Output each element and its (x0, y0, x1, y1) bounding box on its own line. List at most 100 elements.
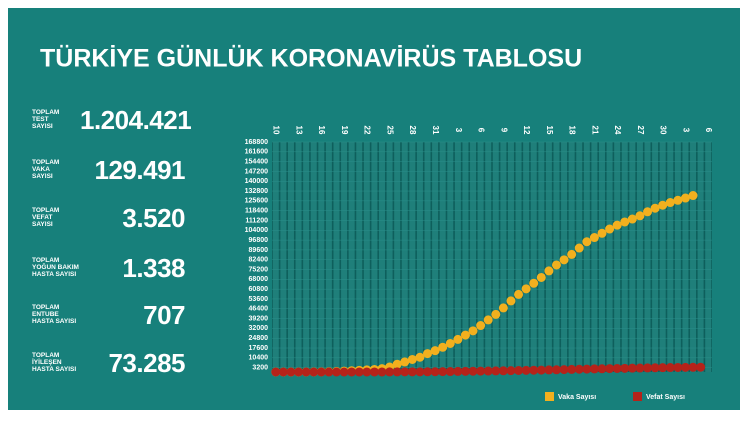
column (591, 142, 598, 372)
column (690, 142, 697, 372)
point (377, 367, 387, 377)
column (432, 142, 439, 372)
column (485, 142, 492, 372)
point (582, 364, 592, 374)
y-tick-label: 60800 (249, 286, 269, 293)
point (415, 367, 425, 377)
column (614, 142, 621, 372)
x-tick-label: 13 (294, 126, 303, 135)
point (514, 289, 524, 299)
point (385, 367, 395, 377)
point (673, 362, 683, 372)
column (272, 142, 279, 372)
point (309, 367, 319, 377)
column (341, 142, 348, 372)
y-tick-label: 147200 (245, 168, 268, 175)
point (658, 363, 668, 373)
point (392, 367, 402, 377)
point (597, 228, 607, 238)
column (553, 142, 560, 372)
column (416, 142, 423, 372)
point (551, 365, 561, 375)
y-tick-label: 154400 (245, 158, 268, 165)
stat-value: 73.285 (108, 348, 185, 378)
column (621, 142, 628, 372)
y-tick-label: 46400 (249, 306, 269, 313)
column (394, 142, 401, 372)
x-tick-label: 31 (431, 126, 440, 135)
x-tick-label: 15 (545, 126, 554, 135)
point (498, 366, 508, 376)
point (597, 364, 607, 374)
column (667, 142, 674, 372)
y-tick-label: 39200 (249, 315, 269, 322)
column (295, 142, 302, 372)
point (415, 352, 425, 362)
y-tick-label: 53600 (249, 296, 269, 303)
point (438, 342, 448, 352)
x-tick-label: 21 (590, 126, 599, 135)
x-tick-label: 6 (704, 128, 713, 133)
point (445, 338, 455, 348)
point (529, 278, 539, 288)
point (544, 266, 554, 276)
stat-value: 1.204.421 (80, 105, 192, 135)
point (460, 330, 470, 340)
point (559, 255, 569, 265)
point (620, 363, 630, 373)
y-tick-label: 125600 (245, 198, 268, 205)
column (659, 142, 666, 372)
y-tick-label: 168800 (245, 139, 268, 146)
point (521, 284, 531, 294)
x-tick-label: 19 (340, 126, 349, 135)
point (643, 207, 653, 217)
column (379, 142, 385, 372)
point (688, 362, 698, 372)
column (325, 142, 332, 372)
x-tick-label: 6 (477, 128, 486, 133)
point (574, 364, 584, 374)
x-tick-label: 9 (499, 128, 508, 133)
point (544, 365, 554, 375)
point (521, 365, 531, 375)
point (529, 365, 539, 375)
x-tick-label: 28 (408, 126, 417, 135)
column (523, 142, 530, 372)
column (697, 142, 704, 372)
point (514, 365, 524, 375)
point (468, 366, 478, 376)
x-tick-label: 10 (272, 126, 281, 135)
point (567, 364, 577, 374)
point (658, 200, 668, 210)
point (627, 214, 637, 224)
point (453, 366, 463, 376)
y-tick-label: 104000 (245, 227, 268, 234)
point (362, 367, 372, 377)
point (635, 363, 645, 373)
legend-label: Vefat Sayısı (646, 394, 685, 401)
y-tick-label: 161600 (245, 149, 268, 156)
column (356, 142, 363, 372)
y-tick-label: 96800 (249, 237, 269, 244)
point (294, 367, 304, 377)
stat-value: 129.491 (94, 155, 186, 185)
point (476, 366, 486, 376)
column (371, 142, 378, 372)
y-tick-label: 82400 (249, 257, 269, 264)
point (316, 367, 326, 377)
point (483, 315, 493, 325)
stat-label: TOPLAM İYİLEŞEN HASTA SAYISI (32, 352, 77, 373)
y-tick-label: 68000 (249, 276, 269, 283)
column (705, 142, 712, 372)
x-tick-label: 3 (454, 128, 463, 133)
point (506, 366, 516, 376)
point (673, 195, 683, 205)
point (271, 367, 281, 377)
column (530, 142, 537, 372)
point (400, 357, 410, 367)
column (515, 142, 522, 372)
column (470, 142, 477, 372)
stat-label: TOPLAM VAKA SAYISI (32, 159, 60, 180)
